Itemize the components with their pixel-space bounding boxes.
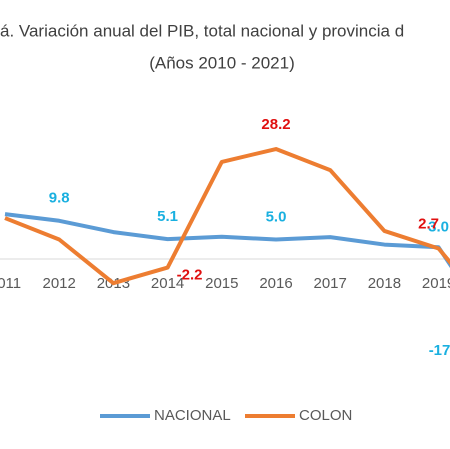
data-label: 9.8 xyxy=(49,190,70,207)
data-label: 5.0 xyxy=(266,208,287,225)
chart-title: á. Variación anual del PIB, total nacion… xyxy=(0,21,404,40)
x-tick-label: 2018 xyxy=(368,275,401,292)
chart-subtitle: (Años 2010 - 2021) xyxy=(149,53,295,72)
data-label: 5.1 xyxy=(157,208,178,225)
data-label: 2.7 xyxy=(418,215,439,232)
x-tick-label: 2014 xyxy=(151,275,184,292)
legend-label: COLON xyxy=(299,407,352,424)
x-tick-label: 2017 xyxy=(314,275,347,292)
x-tick-label: 2015 xyxy=(205,275,238,292)
x-tick-label: 2012 xyxy=(43,275,76,292)
data-label: 3.0 xyxy=(428,218,449,235)
data-label: -2.2 xyxy=(177,267,203,284)
x-tick-label: 2016 xyxy=(259,275,292,292)
series-line xyxy=(4,147,450,286)
series-line xyxy=(4,212,450,269)
data-label: -17.9 xyxy=(429,342,450,359)
data-label: 28.2 xyxy=(261,116,290,133)
legend-label: NACIONAL xyxy=(154,407,231,424)
x-tick-label: 2011 xyxy=(0,275,21,292)
